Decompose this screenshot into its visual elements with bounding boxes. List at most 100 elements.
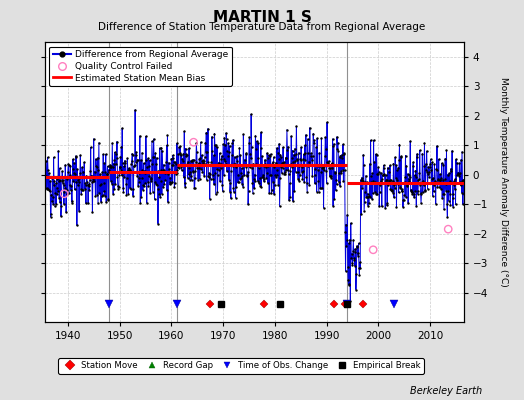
Point	[385, 178, 394, 184]
Point	[161, 170, 169, 176]
Point	[98, 169, 106, 175]
Point	[295, 178, 303, 184]
Point	[417, 200, 425, 206]
Point	[269, 178, 277, 185]
Point	[166, 175, 174, 181]
Point	[435, 184, 443, 190]
Point	[194, 160, 203, 166]
Point	[355, 264, 363, 271]
Point	[425, 164, 434, 170]
Point	[54, 178, 63, 184]
Point	[339, 167, 347, 173]
Point	[306, 162, 314, 168]
Point	[92, 156, 100, 162]
Point	[356, 177, 365, 183]
Point	[129, 163, 138, 169]
Point	[185, 164, 194, 171]
Point	[157, 167, 165, 173]
Point	[428, 175, 436, 182]
Point	[318, 165, 326, 172]
Point	[68, 198, 76, 205]
Point	[172, 167, 181, 174]
Point	[434, 156, 443, 162]
Point	[200, 160, 209, 167]
Point	[243, 173, 252, 180]
Point	[236, 176, 244, 182]
Point	[305, 124, 314, 131]
Point	[366, 161, 374, 167]
Point	[276, 203, 284, 210]
Point	[202, 129, 211, 136]
Text: Berkeley Earth: Berkeley Earth	[410, 386, 482, 396]
Point	[277, 154, 286, 160]
Point	[392, 162, 400, 168]
Point	[235, 162, 243, 168]
Point	[385, 177, 394, 184]
Point	[313, 162, 322, 169]
Point	[264, 180, 272, 186]
Point	[206, 170, 214, 177]
Point	[327, 173, 335, 179]
Point	[304, 150, 312, 157]
Point	[158, 190, 166, 197]
Point	[91, 192, 100, 199]
Point	[62, 176, 71, 182]
Point	[71, 153, 80, 159]
Point	[147, 178, 156, 184]
Point	[106, 178, 115, 184]
Point	[122, 168, 130, 175]
Point	[176, 143, 184, 150]
Point	[71, 186, 79, 193]
Point	[371, 179, 379, 186]
Point	[230, 161, 238, 167]
Point	[209, 176, 217, 182]
Point	[287, 133, 296, 139]
Point	[377, 178, 386, 184]
Point	[229, 137, 237, 143]
Point	[224, 176, 233, 183]
Point	[95, 182, 104, 188]
Point	[443, 201, 451, 207]
Point	[388, 178, 397, 185]
Point	[274, 182, 282, 189]
Point	[381, 205, 389, 211]
Point	[217, 153, 226, 159]
Point	[194, 176, 202, 183]
Point	[210, 152, 218, 158]
Point	[120, 174, 128, 180]
Point	[321, 153, 329, 159]
Point	[43, 154, 52, 160]
Point	[238, 181, 246, 187]
Point	[426, 161, 434, 167]
Point	[399, 204, 407, 210]
Point	[170, 159, 178, 165]
Point	[389, 189, 397, 196]
Point	[331, 170, 340, 176]
Point	[427, 167, 435, 174]
Point	[233, 158, 242, 165]
Point	[281, 169, 289, 176]
Point	[439, 191, 447, 198]
Point	[52, 201, 60, 207]
Point	[195, 165, 203, 171]
Point	[83, 182, 92, 188]
Point	[375, 168, 383, 175]
Point	[450, 182, 458, 188]
Point	[131, 107, 139, 113]
Point	[104, 196, 112, 202]
Point	[409, 162, 417, 169]
Point	[267, 189, 276, 196]
Point	[290, 152, 298, 158]
Point	[168, 162, 176, 168]
Point	[363, 194, 372, 200]
Point	[441, 181, 450, 187]
Point	[368, 190, 377, 196]
Point	[154, 220, 162, 227]
Point	[81, 186, 89, 192]
Point	[248, 180, 257, 186]
Point	[438, 160, 446, 166]
Point	[239, 162, 248, 168]
Point	[77, 191, 85, 198]
Point	[51, 180, 60, 186]
Point	[430, 161, 439, 167]
